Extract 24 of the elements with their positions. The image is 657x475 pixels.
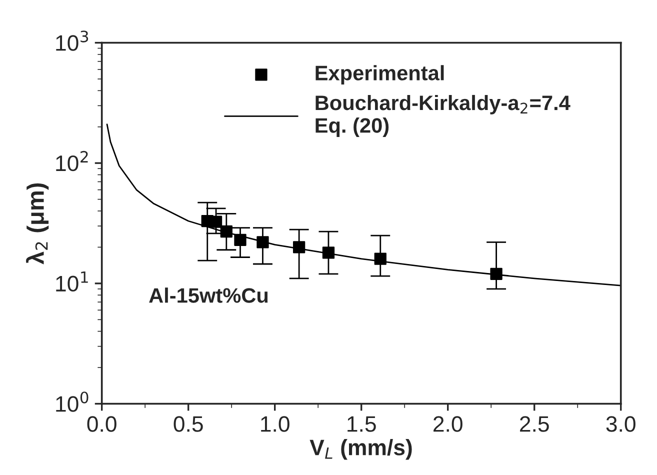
point <box>256 236 269 248</box>
x-tick-label: 0.5 <box>174 416 203 432</box>
point <box>234 234 246 246</box>
y-tick-label: 10$^{0}$ <box>56 392 88 412</box>
x-axis-title: V$_{L}$ (mm/s) <box>310 439 412 460</box>
point <box>490 268 502 280</box>
x-tick-label: 0.0 <box>87 416 116 432</box>
point <box>220 225 232 238</box>
text: Bouchard-Kirkaldy-a$_{2}$=7.4 Eq. (20) <box>316 94 570 137</box>
y-tick-label: 10$^{1}$ <box>56 271 88 292</box>
x-tick-label: 3.0 <box>606 416 636 432</box>
y-axis-title: λ$_{2}$ (μm) <box>26 183 49 264</box>
legend-label: Experimental <box>316 65 444 85</box>
point <box>292 241 306 254</box>
y-tick-label: 10$^{3}$ <box>56 30 88 51</box>
x-tick-label: 2.5 <box>520 416 549 432</box>
annotation: Al-15wt%Cu <box>149 288 268 303</box>
point <box>210 216 222 228</box>
y-tick-label: 10$^{2}$ <box>56 150 88 172</box>
x-tick-label: 1.0 <box>261 416 290 432</box>
x-tick-label: 1.5 <box>348 416 376 432</box>
x-tick-label: 2.0 <box>434 416 462 432</box>
point <box>322 246 335 259</box>
point <box>374 252 386 265</box>
